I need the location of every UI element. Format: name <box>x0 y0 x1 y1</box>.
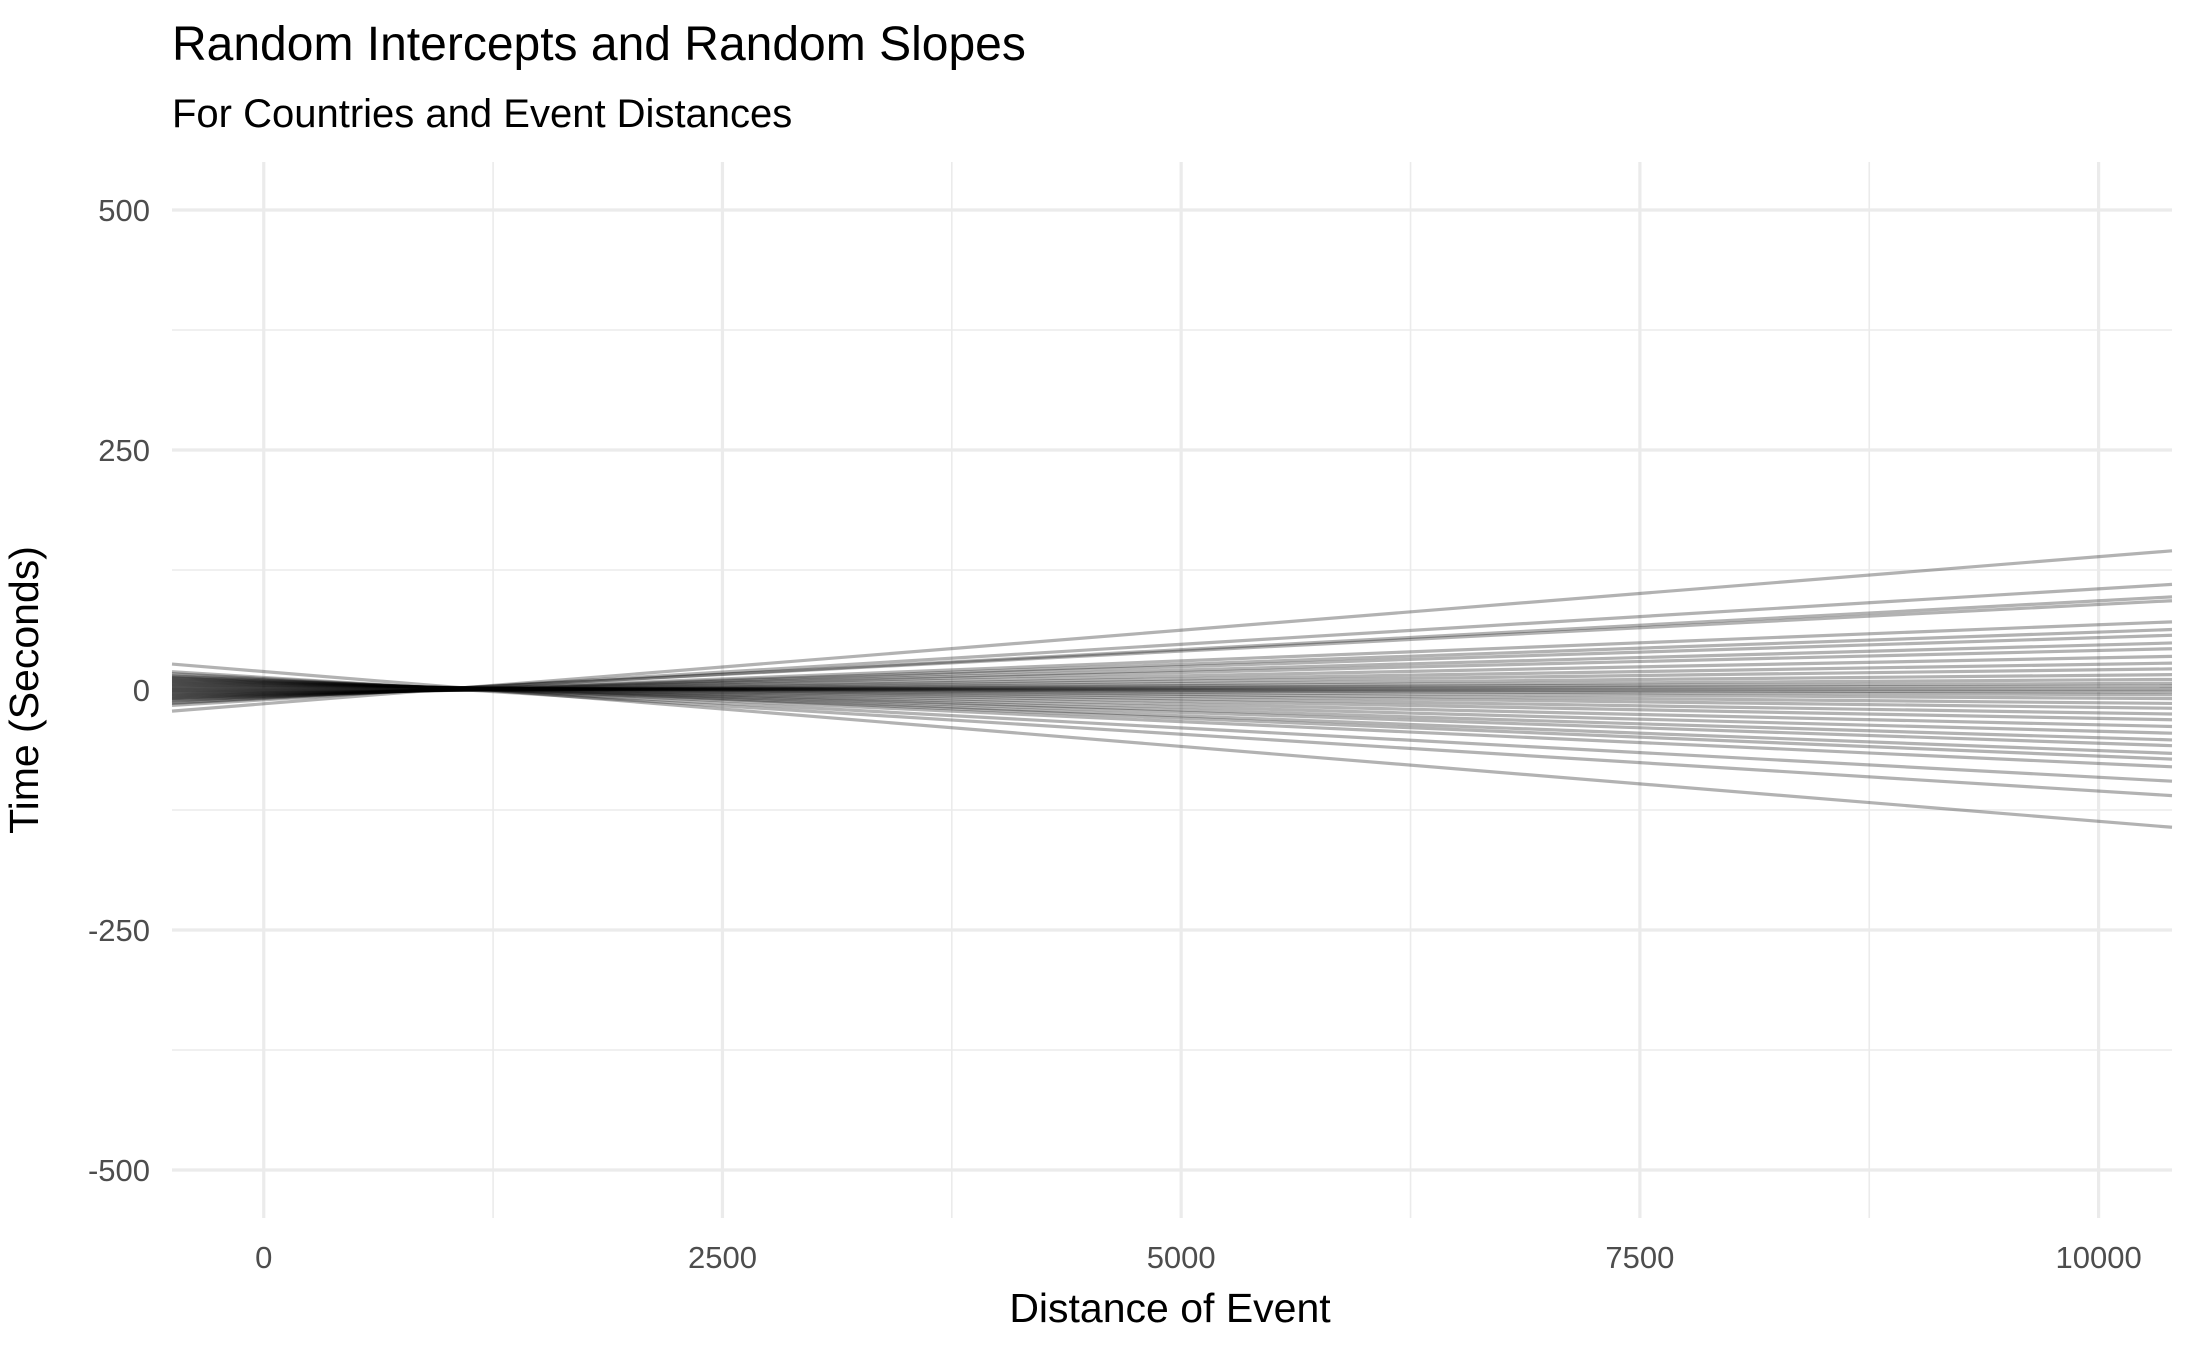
series-line <box>171 678 2173 735</box>
series-line <box>171 677 2173 742</box>
tick-labels: 0 2500 5000 7500 10000 -500 -250 0 250 500 <box>88 193 2142 1275</box>
series-line <box>171 667 2173 696</box>
y-tick-label: -500 <box>88 1153 150 1188</box>
series-line <box>171 654 2173 698</box>
y-tick-label: 500 <box>98 193 150 228</box>
series-line <box>171 647 2173 699</box>
series-line <box>171 599 2173 705</box>
series-line <box>171 595 2173 706</box>
y-tick-label: 0 <box>133 673 150 708</box>
series-line <box>171 677 2173 694</box>
x-tick-label: 2500 <box>688 1240 757 1275</box>
series-line <box>171 680 2173 722</box>
series-line <box>171 681 2173 716</box>
series-line <box>171 684 2173 701</box>
y-tick-label: 250 <box>98 433 150 468</box>
series-line <box>171 641 2173 700</box>
series-line <box>171 679 2173 729</box>
x-tick-label: 10000 <box>2055 1240 2141 1275</box>
series-line <box>171 673 2173 695</box>
grid-layer <box>172 162 2172 1218</box>
x-tick-label: 0 <box>255 1240 272 1275</box>
series-layer <box>171 549 2173 829</box>
y-tick-label: -250 <box>88 913 150 948</box>
series-line <box>171 684 2173 692</box>
series-line <box>171 682 2173 710</box>
chart-subtitle: For Countries and Event Distances <box>172 92 792 136</box>
series-line <box>171 670 2173 798</box>
series-line <box>171 685 2173 697</box>
series-line <box>171 620 2173 703</box>
series-line <box>171 627 2173 702</box>
series-line <box>171 549 2173 713</box>
x-axis-title: Distance of Event <box>1009 1285 1331 1331</box>
series-line <box>171 633 2173 701</box>
series-line <box>171 672 2173 783</box>
series-line <box>171 686 2173 694</box>
x-tick-label: 7500 <box>1605 1240 1674 1275</box>
series-line <box>171 683 2173 706</box>
series-line <box>171 676 2173 748</box>
series-line <box>171 681 2173 693</box>
series-line <box>171 674 2173 769</box>
series-line <box>171 662 2173 829</box>
series-line <box>171 661 2173 697</box>
series-line <box>171 582 2173 707</box>
series-line <box>171 674 2173 761</box>
x-tick-label: 5000 <box>1147 1240 1216 1275</box>
chart-title: Random Intercepts and Random Slopes <box>172 18 1026 71</box>
series-line <box>171 675 2173 755</box>
y-axis-title: Time (Seconds) <box>1 546 47 834</box>
